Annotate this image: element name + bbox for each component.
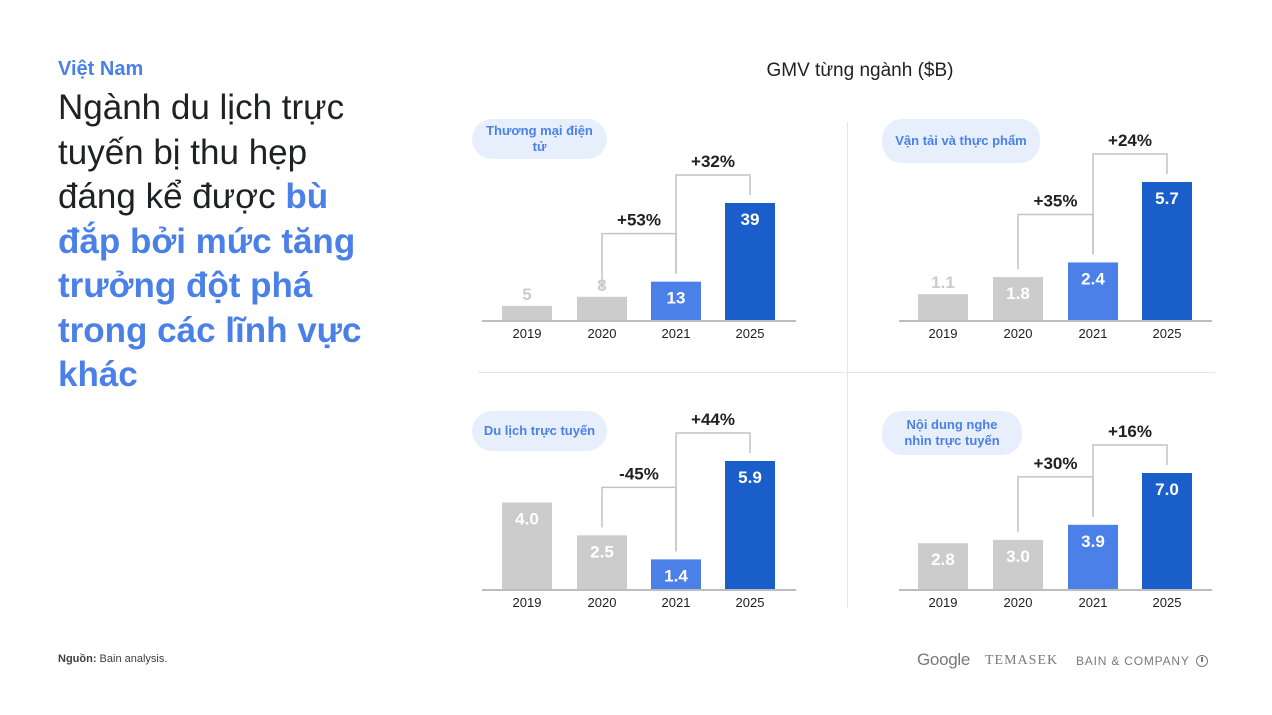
bar-2020 bbox=[993, 277, 1043, 321]
bar-value-label: 5 bbox=[522, 285, 531, 304]
x-tick-label: 2021 bbox=[1079, 595, 1108, 610]
headline-highlight: bù đắp bởi mức tăng trưởng đột phá trong… bbox=[58, 177, 362, 394]
x-tick-label: 2025 bbox=[736, 326, 765, 341]
growth-label: +32% bbox=[691, 152, 735, 171]
bar-2025 bbox=[725, 461, 775, 590]
growth-bracket bbox=[1092, 153, 1168, 255]
bar-2025 bbox=[1142, 473, 1192, 590]
growth-label: +35% bbox=[1034, 191, 1078, 210]
x-tick-label: 2021 bbox=[1079, 326, 1108, 341]
bar-value-label: 13 bbox=[667, 289, 686, 308]
growth-bracket bbox=[675, 432, 751, 552]
growth-label: +30% bbox=[1034, 454, 1078, 473]
x-tick-label: 2019 bbox=[929, 326, 958, 341]
country-label: Việt Nam bbox=[58, 58, 144, 80]
bar-value-label: 7.0 bbox=[1155, 480, 1179, 499]
bar-value-label: 2.4 bbox=[1081, 269, 1105, 288]
bar-2025 bbox=[725, 203, 775, 321]
x-tick-label: 2025 bbox=[1153, 595, 1182, 610]
bar-2020 bbox=[577, 535, 627, 590]
bar-2019 bbox=[918, 543, 968, 590]
chart-title-transport-food: Vận tải và thực phẩm bbox=[882, 119, 1040, 163]
x-tick-label: 2021 bbox=[662, 326, 691, 341]
x-tick-label: 2019 bbox=[513, 595, 542, 610]
bar-value-label: 2.5 bbox=[590, 542, 614, 561]
bain-logo-text: BAIN & COMPANY bbox=[1076, 654, 1190, 668]
bar-2025 bbox=[1142, 182, 1192, 321]
chart-title-online-media: Nội dung nghe nhìn trực tuyến bbox=[882, 411, 1022, 455]
x-tick-label: 2020 bbox=[588, 326, 617, 341]
x-tick-label: 2020 bbox=[1004, 595, 1033, 610]
growth-label: +44% bbox=[691, 410, 735, 429]
growth-bracket bbox=[1092, 444, 1168, 517]
bar-value-label: 3.0 bbox=[1006, 547, 1030, 566]
x-tick-label: 2019 bbox=[929, 595, 958, 610]
bar-2019 bbox=[502, 305, 552, 321]
growth-label: +24% bbox=[1108, 131, 1152, 150]
bar-2019 bbox=[502, 502, 552, 590]
bar-value-label: 1.8 bbox=[1006, 284, 1030, 303]
x-tick-label: 2020 bbox=[1004, 326, 1033, 341]
bar-value-label: 2.8 bbox=[931, 550, 955, 569]
growth-bracket bbox=[1017, 476, 1094, 532]
headline-plain: Ngành du lịch trực tuyến bị thu hẹp đáng… bbox=[58, 88, 345, 216]
chart-title-ecommerce: Thương mại điện tử bbox=[472, 119, 607, 159]
chart-title-online-travel: Du lịch trực tuyến bbox=[472, 411, 607, 451]
headline: Ngành du lịch trực tuyến bị thu hẹp đáng… bbox=[58, 86, 388, 398]
bar-2021 bbox=[1068, 524, 1118, 590]
bain-mark-icon bbox=[1195, 655, 1208, 667]
growth-bracket bbox=[1017, 213, 1094, 270]
google-logo: Google bbox=[917, 650, 971, 669]
bar-2020 bbox=[577, 296, 627, 321]
panel-divider-horizontal bbox=[478, 372, 1215, 373]
bar-2021 bbox=[651, 281, 701, 321]
bar-value-label: 4.0 bbox=[515, 510, 539, 529]
bar-2021 bbox=[1068, 262, 1118, 321]
x-tick-label: 2021 bbox=[662, 595, 691, 610]
source-label: Nguồn: bbox=[58, 653, 97, 665]
bar-value-label: 5.9 bbox=[738, 468, 762, 487]
x-tick-label: 2020 bbox=[588, 595, 617, 610]
charts-title: GMV từng ngành ($B) bbox=[766, 60, 954, 81]
bar-value-label: 1.4 bbox=[664, 566, 688, 585]
bar-2019 bbox=[918, 294, 968, 321]
x-tick-label: 2025 bbox=[1153, 326, 1182, 341]
x-tick-label: 2019 bbox=[513, 326, 542, 341]
bar-2020 bbox=[993, 539, 1043, 590]
bar-value-label: 1.1 bbox=[931, 273, 955, 292]
growth-label: +16% bbox=[1108, 422, 1152, 441]
growth-label: -45% bbox=[619, 464, 659, 483]
bar-2021 bbox=[651, 559, 701, 590]
source-note: Nguồn: Bain analysis. bbox=[58, 653, 167, 665]
bain-logo: BAIN & COMPANY bbox=[1076, 654, 1208, 668]
bar-value-label: 39 bbox=[741, 210, 760, 229]
growth-label: +53% bbox=[617, 211, 661, 230]
growth-bracket bbox=[675, 174, 751, 274]
temasek-logo: TEMASEK bbox=[985, 653, 1059, 668]
panel-divider-vertical bbox=[847, 122, 848, 608]
source-text: Bain analysis. bbox=[99, 653, 168, 665]
growth-bracket bbox=[601, 232, 677, 289]
bar-value-label: 5.7 bbox=[1155, 189, 1179, 208]
bar-value-label: 3.9 bbox=[1081, 532, 1105, 551]
x-tick-label: 2025 bbox=[736, 595, 765, 610]
